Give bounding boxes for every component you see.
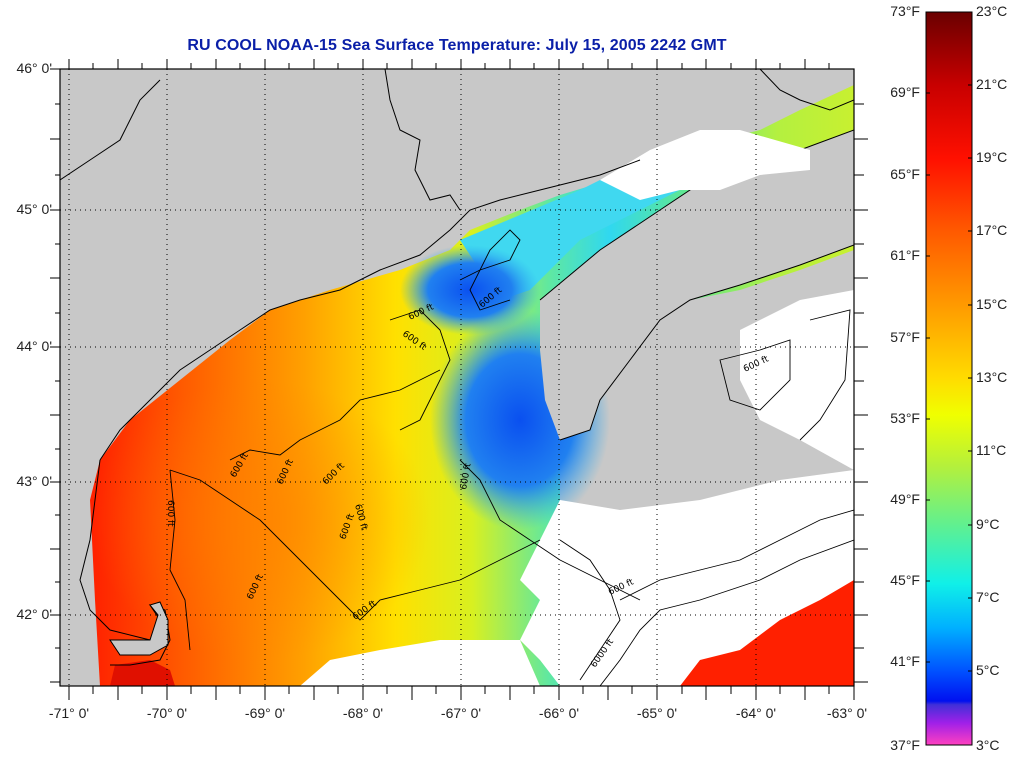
lon-label-69: -69° 0': [244, 705, 286, 721]
warm-patch-offshore: [680, 580, 854, 686]
lon-label-66: -66° 0': [538, 705, 580, 721]
colorbar-c-label: 21°C: [976, 76, 1008, 92]
colorbar-f-label: 73°F: [890, 3, 920, 19]
cloud-cover-east: [740, 290, 854, 470]
border-line: [60, 69, 461, 211]
colorbar-f-label: 49°F: [890, 491, 920, 507]
map-title: RU COOL NOAA-15 Sea Surface Temperature:…: [187, 37, 727, 54]
colorbar-c-label: 15°C: [976, 296, 1008, 312]
cloud-fundy: [600, 130, 810, 200]
nova-scotia: [540, 130, 854, 440]
lat-label-45: 45° 0': [16, 201, 52, 217]
lat-label-44: 44° 0': [16, 338, 52, 354]
colorbar-c-label: 9°C: [976, 516, 1000, 532]
lon-label-65: -65° 0': [636, 705, 678, 721]
cloud-cover-sw: [300, 640, 540, 686]
quebec-coast: [759, 69, 854, 111]
lon-label-70: -70° 0': [146, 705, 188, 721]
colorbar-c-label: 17°C: [976, 222, 1008, 238]
colorbar-c-label: 5°C: [976, 662, 1000, 678]
colorbar-f-label: 41°F: [890, 653, 920, 669]
maine-coastline: [99, 159, 641, 461]
colorbar-f-label: 57°F: [890, 329, 920, 345]
cape-cod: [109, 601, 169, 656]
colorbar-ticks: [926, 84, 972, 672]
colorbar-f-label: 53°F: [890, 410, 920, 426]
colorbar-c-label: 11°C: [976, 442, 1007, 458]
lat-label-43: 43° 0': [16, 473, 52, 489]
axis-ticks: [50, 59, 868, 700]
map-area: 600 ft 600 ft 600 ft 600 ft 600 ft 600 f…: [60, 69, 854, 686]
lat-label-46: 46° 0': [16, 60, 52, 76]
lat-label-42: 42° 0': [16, 606, 52, 622]
colorbar-f-label: 65°F: [890, 166, 920, 182]
lon-label-63: -63° 0': [826, 705, 868, 721]
colorbar-c-label: 23°C: [976, 3, 1008, 19]
contour-label: 600 ft: [165, 500, 175, 527]
nova-scotia-south-coast: [559, 244, 854, 441]
map-frame: [59, 68, 855, 687]
colorbar-f-label: 61°F: [890, 247, 920, 263]
colorbar-f-label: 37°F: [890, 737, 920, 753]
colorbar-f-label: 45°F: [890, 572, 920, 588]
colorbar: [925, 11, 973, 746]
colorbar-f-label: 69°F: [890, 84, 920, 100]
lon-label-68: -68° 0': [342, 705, 384, 721]
colorbar-c-label: 19°C: [976, 149, 1008, 165]
lon-label-64: -64° 0': [735, 705, 777, 721]
contour-label: 600 ft: [459, 462, 474, 490]
colorbar-c-label: 7°C: [976, 589, 1000, 605]
warm-patch-cape-cod: [110, 660, 175, 686]
lon-label-71: -71° 0': [48, 705, 90, 721]
lon-label-67: -67° 0': [440, 705, 482, 721]
colorbar-c-label: 3°C: [976, 737, 1000, 753]
colorbar-c-label: 13°C: [976, 369, 1008, 385]
bathymetry-contours: [169, 229, 854, 686]
